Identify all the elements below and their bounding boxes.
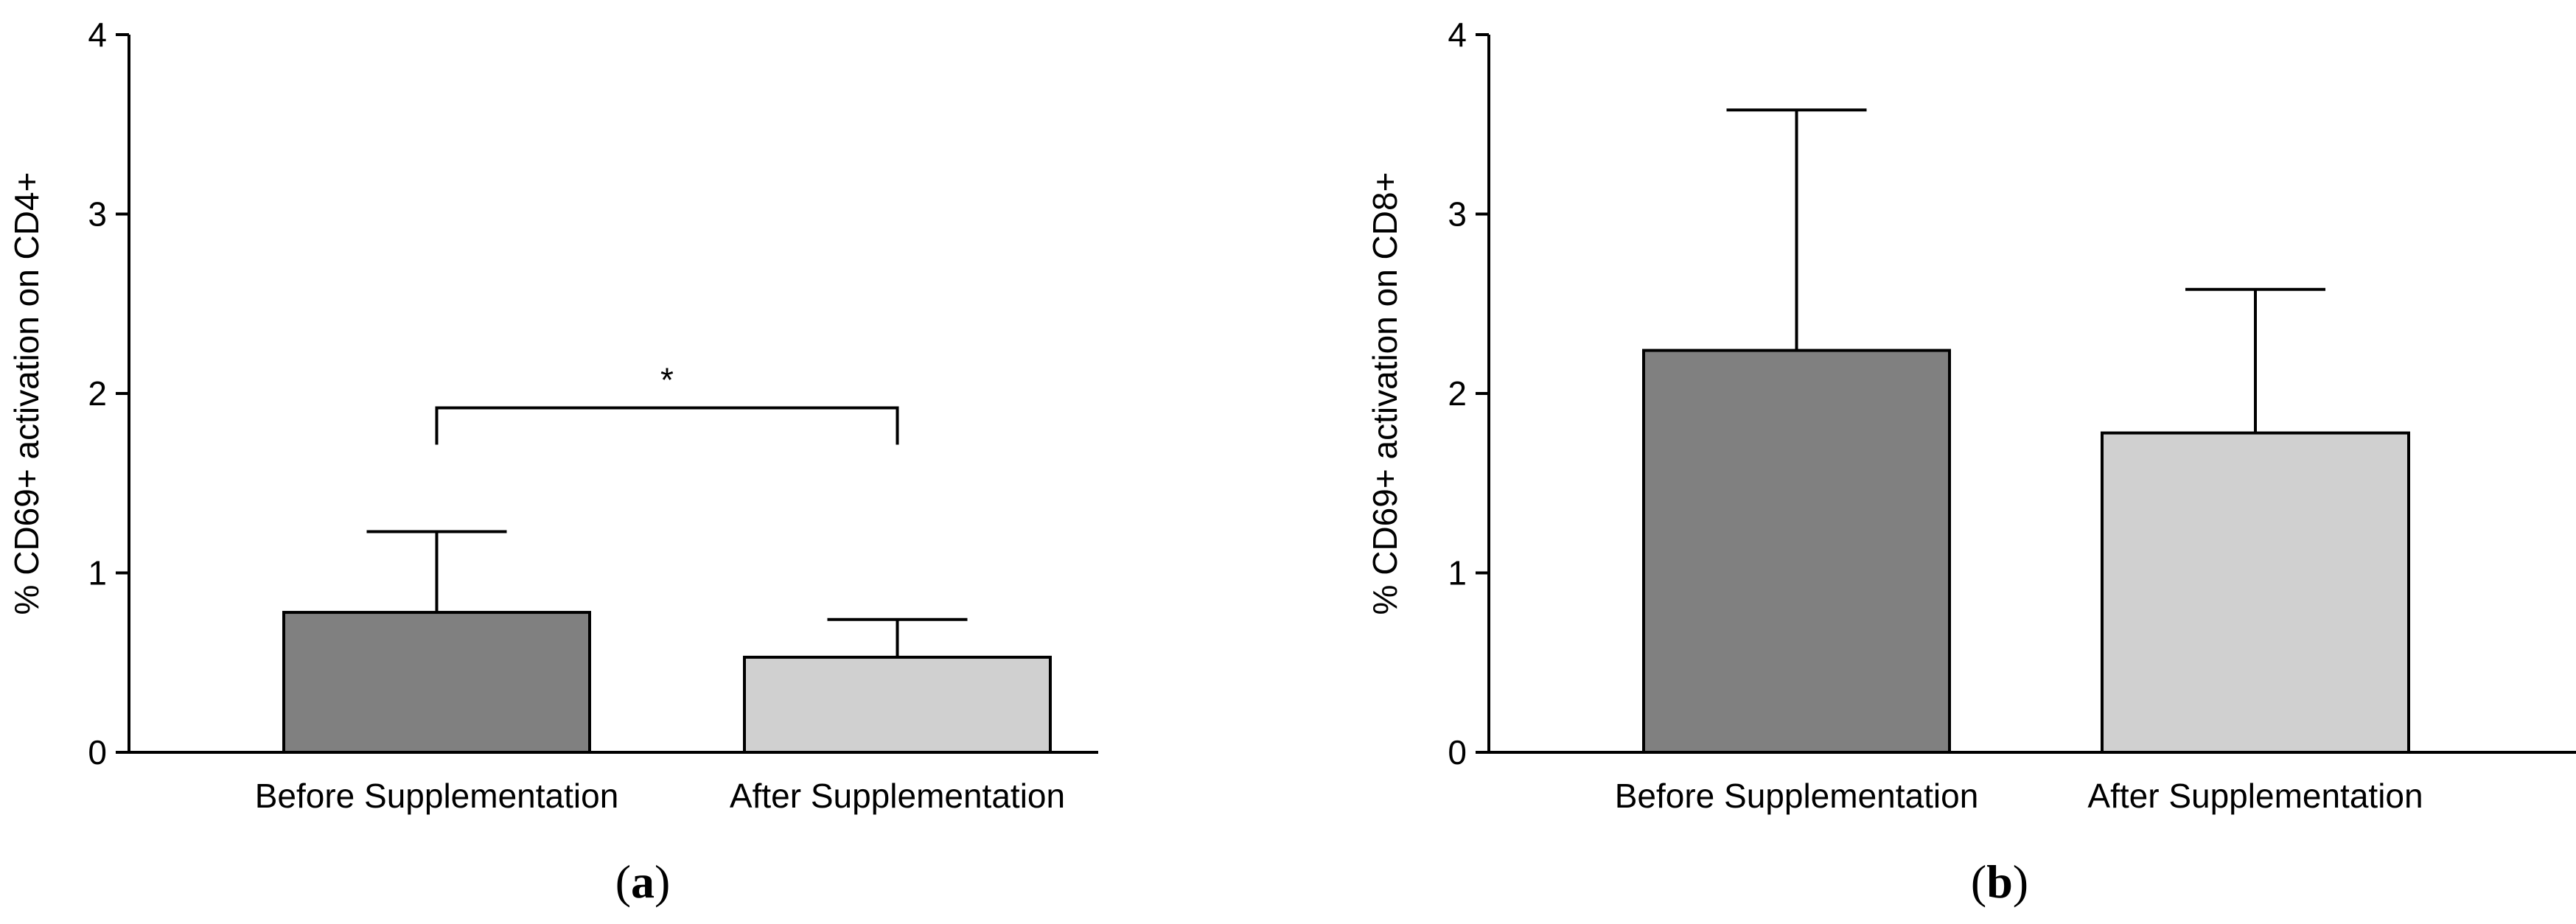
y-axis-label: % CD69+ activation on CD8+ (1366, 172, 1404, 615)
y-tick-label: 3 (88, 195, 107, 234)
x-tick-label: After Supplementation (730, 777, 1065, 815)
x-tick-label: After Supplementation (2087, 777, 2423, 815)
y-tick-label: 0 (88, 733, 107, 771)
panel-label: (a) (615, 855, 671, 908)
y-tick-label: 1 (88, 554, 107, 592)
bar (743, 655, 1052, 754)
bar (2101, 431, 2410, 754)
x-tick-label: Before Supplementation (255, 777, 619, 815)
x-tick-label: Before Supplementation (1615, 777, 1979, 815)
chart-panel-a: 0 1 2 3 4 % CD69+ activation on CD4+ Before Su… (7, 15, 1098, 908)
panel-label: (b) (1971, 855, 2028, 908)
y-tick-label: 4 (1448, 15, 1467, 54)
bar (1642, 349, 1951, 754)
significance-marker: * (660, 360, 674, 399)
y-tick-label: 1 (1448, 554, 1467, 592)
y-tick-label: 2 (88, 374, 107, 413)
y-tick-label: 0 (1448, 733, 1467, 771)
chart-panel-b: 0 1 2 3 4 % CD69+ activation on CD8+ Before Su… (1366, 15, 2576, 908)
y-tick-label: 3 (1448, 195, 1467, 234)
significance-bracket (435, 406, 899, 445)
y-tick-label: 4 (88, 15, 107, 54)
y-axis-label: % CD69+ activation on CD4+ (7, 172, 46, 615)
bar (282, 611, 591, 754)
y-tick-label: 2 (1448, 374, 1467, 413)
panel-letter: b (1986, 855, 2013, 908)
panel-letter: a (631, 855, 655, 908)
